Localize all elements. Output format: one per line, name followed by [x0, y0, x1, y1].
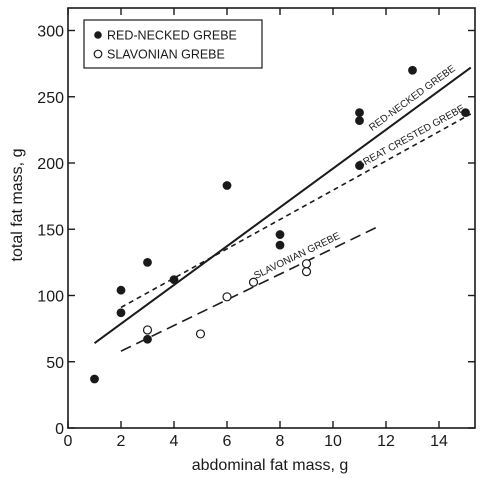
- x-tick-label: 0: [64, 433, 73, 450]
- regression-line-label: SLAVONIAN GREBE: [252, 231, 342, 282]
- x-tick-label: 4: [170, 433, 179, 450]
- x-tick-label: 14: [430, 433, 448, 450]
- red-necked-grebe-point: [116, 308, 126, 318]
- red-necked-grebe-point: [355, 161, 364, 171]
- x-axis-ticks: 0 2 4 6 8 10 12 14: [64, 8, 448, 450]
- x-tick-label: 12: [377, 433, 395, 450]
- x-tick-label: 8: [276, 433, 285, 450]
- legend-marker-red-necked: [94, 31, 102, 39]
- regression-line: [120, 225, 379, 352]
- regression-line: [93, 66, 472, 345]
- x-tick-label: 10: [324, 433, 342, 450]
- red-necked-grebe-point: [143, 334, 152, 344]
- y-axis-label: total fat mass, g: [9, 149, 26, 262]
- red-necked-grebe-point: [143, 257, 152, 267]
- legend-label-slavonian: SLAVONIAN GREBE: [107, 48, 225, 62]
- red-necked-grebe-point: [355, 116, 364, 125]
- red-necked-grebe-point: [408, 65, 417, 75]
- red-necked-grebe-point: [90, 374, 99, 384]
- x-tick-label: 6: [223, 433, 232, 450]
- slavonian-grebe-point: [222, 292, 232, 302]
- legend: RED-NECKED GREBE SLAVONIAN GREBE: [83, 19, 263, 69]
- y-axis-ticks: 0 50 100 150 200 250 300: [37, 24, 475, 438]
- red-necked-grebe-point: [116, 285, 126, 295]
- slavonian-grebe-point: [248, 277, 259, 287]
- x-tick-label: 2: [117, 433, 126, 450]
- y-tick-label: 300: [37, 24, 64, 41]
- regression-lines: [93, 66, 472, 352]
- y-tick-label: 0: [55, 421, 64, 438]
- y-tick-label: 250: [37, 90, 64, 107]
- data-points: [90, 65, 470, 384]
- slavonian-grebe-point: [301, 267, 312, 277]
- y-tick-label: 100: [37, 289, 64, 306]
- y-tick-label: 200: [37, 156, 64, 173]
- y-tick-label: 150: [37, 222, 64, 239]
- red-necked-grebe-point: [275, 240, 285, 250]
- legend-box: [83, 19, 263, 69]
- red-necked-grebe-point: [222, 181, 232, 190]
- slavonian-grebe-point: [301, 259, 312, 269]
- slavonian-grebe-point: [195, 329, 206, 339]
- regression-line-label: GREAT CRESTED GREBE: [355, 103, 467, 172]
- x-axis-label: abdominal fat mass, g: [192, 457, 349, 474]
- slavonian-grebe-point: [142, 325, 153, 335]
- y-tick-label: 50: [46, 355, 64, 372]
- red-necked-grebe-point: [275, 230, 285, 239]
- legend-label-red-necked: RED-NECKED GREBE: [107, 29, 237, 43]
- legend-marker-slavonian: [93, 49, 103, 59]
- red-necked-grebe-point: [461, 108, 470, 118]
- regression-line: [120, 113, 472, 309]
- red-necked-grebe-point: [169, 275, 179, 285]
- red-necked-grebe-point: [355, 108, 364, 118]
- plot-frame: [67, 7, 476, 429]
